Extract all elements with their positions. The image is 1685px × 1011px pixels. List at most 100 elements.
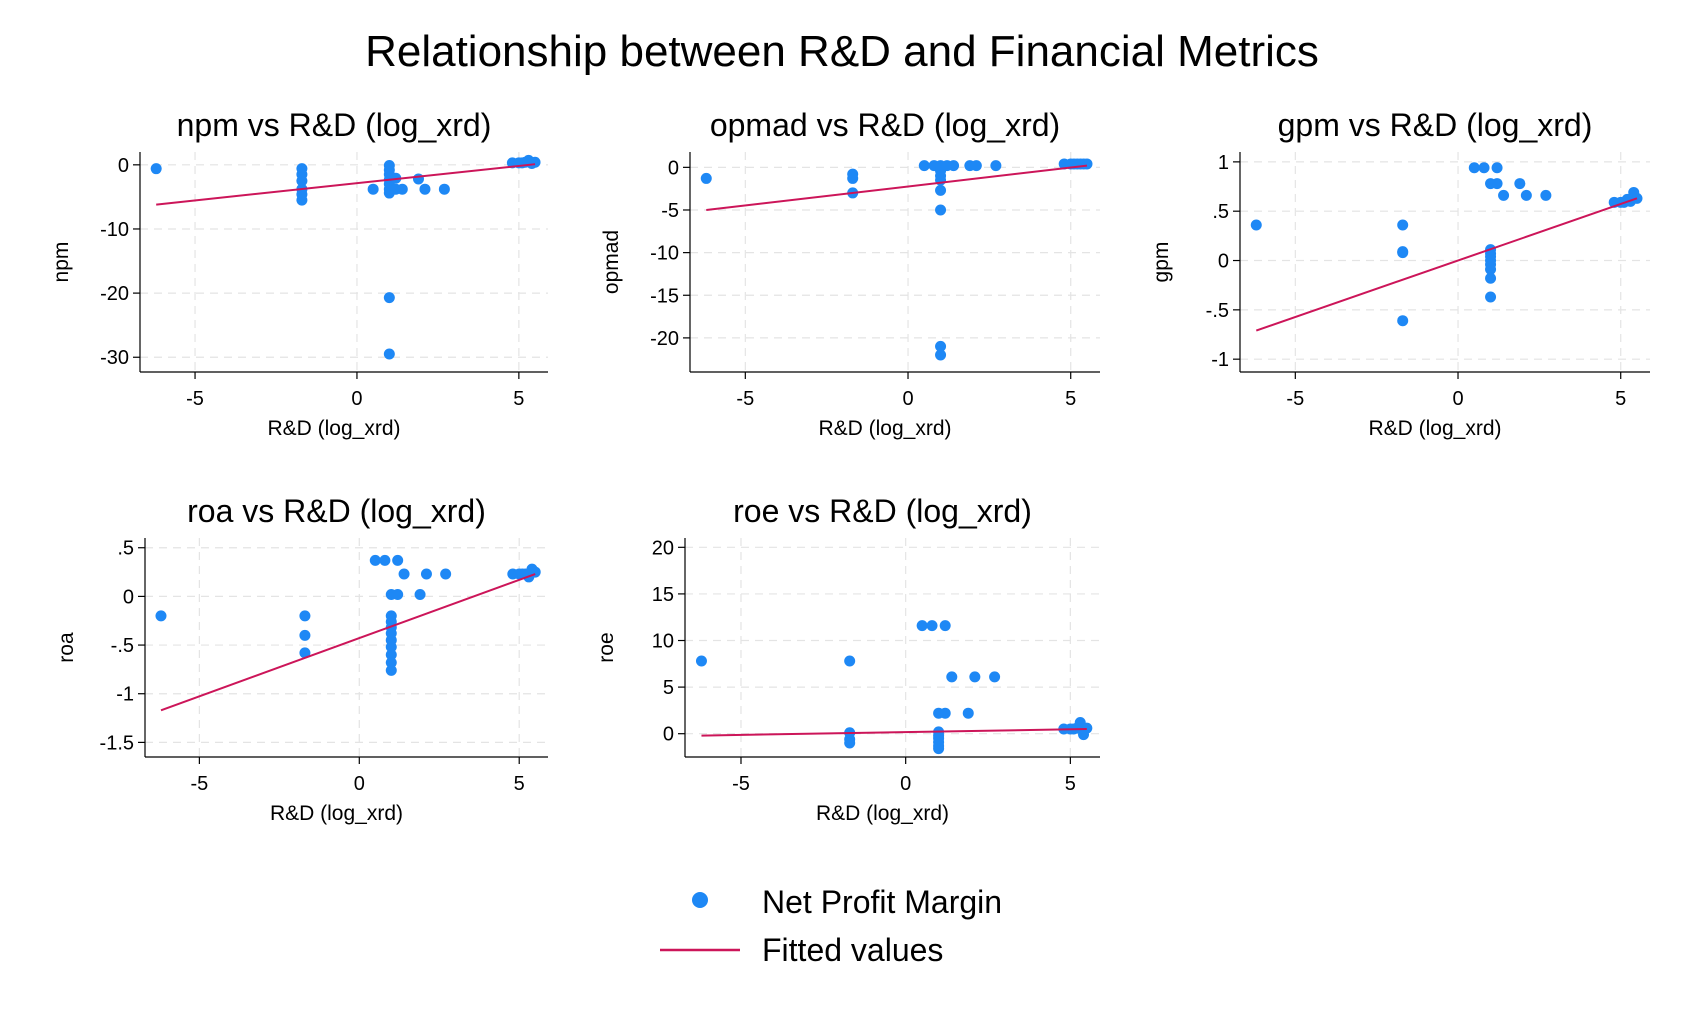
data-point (385, 641, 397, 653)
x-axis-label: R&D (log_xrd) (818, 417, 951, 440)
data-point (385, 649, 397, 661)
fitted-line (156, 163, 536, 206)
y-tick-label: -.5 (111, 635, 134, 657)
data-point (385, 657, 397, 669)
data-point (935, 204, 947, 216)
y-tick-label: .5 (1212, 201, 1229, 223)
x-axis-label: R&D (log_xrd) (270, 802, 403, 825)
y-tick-label: 5 (663, 677, 674, 699)
data-point (700, 172, 712, 184)
legend: Net Profit Margin Fitted values (660, 884, 1002, 968)
data-point (1498, 189, 1510, 201)
data-point (962, 707, 974, 719)
y-axis-label: gpm (1150, 242, 1173, 283)
data-point (414, 588, 426, 600)
x-tick-label: -5 (186, 388, 204, 410)
data-point (369, 554, 381, 566)
data-point (918, 160, 930, 172)
x-tick-label: 0 (354, 773, 365, 795)
legend-label-line: Fitted values (762, 932, 943, 968)
y-axis-label: opmad (600, 230, 623, 294)
y-tick-label: -.5 (1206, 300, 1229, 322)
y-tick-label: -10 (100, 219, 129, 241)
y-tick-label: 0 (123, 586, 134, 608)
data-point (939, 707, 951, 719)
y-tick-label: 0 (1218, 251, 1229, 273)
x-tick-label: 5 (514, 773, 525, 795)
data-point (1081, 158, 1093, 170)
y-tick-label: 1 (1218, 152, 1229, 174)
x-tick-label: 5 (1615, 388, 1626, 410)
fitted-line (706, 164, 1088, 211)
data-point (296, 175, 308, 187)
figure-title: Relationship between R&D and Financial M… (365, 27, 1319, 76)
y-tick-label: -1 (1211, 349, 1229, 371)
subplot-roa: .5 0 -.5 -1 -1.5 -5 0 5 roa vs R&D (log_xrd) R&D … (55, 493, 548, 825)
data-point (939, 620, 951, 632)
data-point (1485, 263, 1497, 275)
data-point (1491, 178, 1503, 190)
data-point (529, 156, 541, 168)
subplot-title: roa vs R&D (log_xrd) (187, 493, 486, 529)
subplot-roe: 20 15 10 5 0 -5 0 5 roe vs R&D (log_xrd) R&D (log… (595, 493, 1100, 825)
data-point (155, 610, 167, 622)
data-point (946, 671, 958, 683)
x-tick-label: -5 (736, 388, 754, 410)
data-point (1468, 162, 1480, 174)
y-tick-label: 15 (652, 584, 674, 606)
y-axis-label: npm (50, 242, 73, 283)
y-tick-label: -20 (650, 328, 679, 350)
data-point (916, 620, 928, 632)
data-point (847, 172, 859, 184)
data-point (948, 160, 960, 172)
x-tick-label: -5 (1286, 388, 1304, 410)
y-tick-label: -5 (661, 200, 679, 222)
subplot-title: roe vs R&D (log_xrd) (733, 493, 1032, 529)
data-point (419, 183, 431, 195)
data-point (935, 340, 947, 352)
legend-marker-swatch (692, 892, 708, 908)
data-point (299, 610, 311, 622)
data-point (935, 349, 947, 361)
y-tick-label: .5 (117, 538, 134, 560)
y-tick-label: -1 (116, 684, 134, 706)
data-point (1250, 219, 1262, 231)
y-tick-label: -1.5 (100, 732, 134, 754)
data-point (989, 671, 1001, 683)
fitted-line (160, 573, 536, 712)
data-point (1485, 272, 1497, 284)
x-axis-label: R&D (log_xrd) (1368, 417, 1501, 440)
data-point (398, 568, 410, 580)
subplot-gpm: 1 .5 0 -.5 -1 -5 0 5 gpm vs R&D (log_xrd) R&D (lo… (1150, 107, 1650, 440)
y-tick-label: 10 (652, 631, 674, 653)
data-point (1397, 247, 1409, 259)
data-point (385, 664, 397, 676)
fitted-line (1255, 197, 1638, 332)
x-tick-label: 5 (513, 388, 524, 410)
x-tick-label: 0 (902, 388, 913, 410)
data-point (150, 163, 162, 175)
data-point (392, 588, 404, 600)
data-point (844, 655, 856, 667)
x-tick-label: 5 (1065, 388, 1076, 410)
x-axis-label: R&D (log_xrd) (816, 802, 949, 825)
subplot-title: gpm vs R&D (log_xrd) (1278, 107, 1593, 143)
data-point (440, 568, 452, 580)
data-point (1520, 189, 1532, 201)
x-tick-label: -5 (732, 773, 750, 795)
data-point (1478, 162, 1490, 174)
subplot-title: npm vs R&D (log_xrd) (177, 107, 492, 143)
y-tick-label: 0 (118, 155, 129, 177)
data-point (970, 160, 982, 172)
y-tick-label: -10 (650, 243, 679, 265)
x-tick-label: 5 (1065, 773, 1076, 795)
data-point (1485, 291, 1497, 303)
data-point (1397, 219, 1409, 231)
data-point (438, 183, 450, 195)
data-point (296, 194, 308, 206)
x-tick-label: -5 (190, 773, 208, 795)
y-tick-label: 20 (652, 537, 674, 559)
y-axis-label: roa (55, 632, 78, 663)
